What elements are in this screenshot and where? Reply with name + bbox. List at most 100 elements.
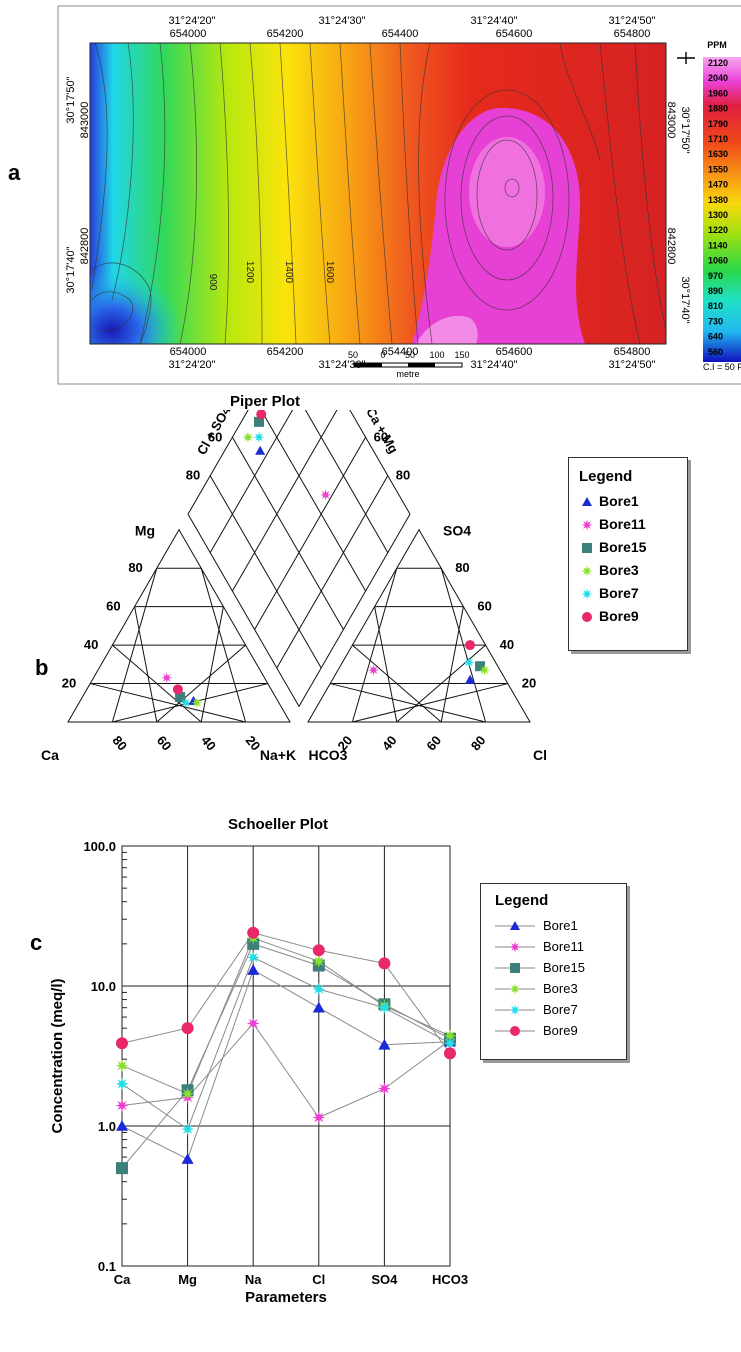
schoeller-plot: Ca Mg Na Cl SO4 HCO3 0.1 1.0 10.0 100.0 Parameters… (49, 839, 468, 1306)
colorbar-value-label: 1880 (708, 104, 728, 114)
colorbar-value-label: 1140 (708, 240, 728, 250)
piper-anion-point-bore7 (463, 656, 475, 668)
piper-grid-line (352, 644, 442, 723)
schoeller-series-line-bore9 (121, 932, 451, 1054)
map-scale-bar-segment (354, 363, 382, 367)
piper-tick-label: 40 (84, 637, 98, 652)
schoeller-point-bore9 (181, 1022, 194, 1035)
piper-tick-label: 40 (198, 733, 219, 754)
piper-axis-label-ca: Ca (41, 747, 59, 763)
map-bottom-degree-label: 31°24'50" (608, 359, 655, 371)
schoeller-legend-marker (509, 1004, 521, 1016)
map-bottom-easting-label: 654200 (267, 346, 304, 358)
map-scale-bar-segment (408, 363, 435, 367)
piper-grid-line (330, 683, 486, 723)
schoeller-point-bore7 (312, 982, 326, 996)
schoeller-point-bore1 (247, 964, 260, 975)
piper-grid-line (111, 568, 158, 723)
colorbar-value-label: 890 (708, 286, 723, 296)
piper-tick-label: 40 (500, 637, 514, 652)
piper-cation-point-bore7 (180, 697, 192, 709)
map-bottom-easting-label: 654000 (170, 346, 207, 358)
piper-legend-label: Bore11 (599, 516, 646, 532)
schoeller-legend-label: Bore1 (543, 918, 578, 933)
colorbar-title: PPM (707, 40, 727, 50)
piper-grid-line (440, 606, 464, 723)
piper-grid-line (260, 410, 367, 592)
piper-grid-line (209, 410, 294, 553)
map-top-easting-label: 654600 (496, 28, 533, 40)
schoeller-legend-label: Bore15 (543, 960, 585, 975)
piper-anion-point-bore3 (478, 664, 490, 676)
colorbar-value-label: 1960 (708, 88, 728, 98)
schoeller-plot-title: Schoeller Plot (228, 816, 329, 833)
piper-tick-label: 60 (374, 429, 388, 444)
schoeller-point-bore3 (181, 1087, 195, 1101)
map-left-degree-label: 30°17'50" (65, 76, 77, 123)
piper-grid-line (134, 606, 158, 723)
piper-anion-point-bore1 (465, 674, 476, 684)
schoeller-point-bore7 (246, 950, 260, 965)
schoeller-x-axis-label: Parameters (245, 1289, 327, 1306)
map-top-easting-label: 654000 (170, 28, 207, 40)
map-contour-interval: C.I = 50 PP (703, 362, 741, 372)
piper-axis-label-mg: Mg (135, 523, 155, 539)
piper-grid-line (374, 606, 398, 723)
schoeller-point-bore9 (444, 1047, 456, 1060)
schoeller-x-tick-label: HCO3 (432, 1272, 468, 1287)
schoeller-point-bore3 (312, 954, 326, 968)
map-bottom-easting-label: 654600 (496, 346, 533, 358)
schoeller-legend-label: Bore7 (543, 1002, 578, 1017)
map-top-degree-label: 31°24'20" (168, 15, 215, 27)
map-left-northing-label: 843000 (79, 102, 91, 139)
piper-grid-line (304, 410, 389, 553)
schoeller-point-bore9 (378, 957, 391, 970)
piper-cation-point-bore11 (161, 672, 173, 684)
piper-diamond-point-bore15 (254, 416, 265, 427)
piper-legend-marker (582, 543, 592, 553)
piper-legend-label: Bore15 (599, 539, 647, 555)
piper-grid-line (156, 644, 246, 723)
schoeller-point-bore1 (312, 1001, 325, 1013)
piper-anion-point-bore15 (475, 661, 486, 672)
map-bottom-easting-label: 654800 (614, 346, 651, 358)
piper-grid-line (90, 683, 246, 723)
schoeller-y-axis-label: Concentration (meq/l) (49, 978, 66, 1133)
colorbar-value-label: 1220 (708, 225, 728, 235)
colorbar-value-label: 1710 (708, 134, 728, 144)
piper-legend-label: Bore9 (599, 608, 639, 624)
piper-tick-label: 60 (208, 429, 222, 444)
map-scale-tick-label: 0 (380, 350, 385, 360)
schoeller-point-bore1 (181, 1153, 194, 1164)
schoeller-series-line-bore15 (121, 943, 451, 1169)
piper-tick-label: 60 (154, 733, 175, 754)
schoeller-y-tick-label: 0.1 (98, 1259, 116, 1274)
colorbar-value-label: 560 (708, 347, 723, 357)
schoeller-legend: Legend Bore1 Bore11 Bore15 Bore3 Bore7 Bore9 (480, 883, 627, 1060)
piper-legend-marker (582, 612, 592, 622)
schoeller-legend-marker (510, 1026, 520, 1036)
colorbar-value-label: 640 (708, 332, 723, 342)
piper-legend-marker (581, 519, 593, 531)
map-bottom-degree-label: 31°24'20" (168, 359, 215, 371)
piper-grid-line (351, 568, 398, 723)
colorbar-value-label: 730 (708, 316, 723, 326)
schoeller-series-line-bore11 (121, 1022, 451, 1119)
piper-axis-label-ca-mg: <=Ca + Mg (356, 410, 402, 456)
piper-diamond-point-bore11 (320, 489, 332, 501)
colorbar-value-label: 1380 (708, 195, 728, 205)
map-right-degree-label: 30°17'50" (679, 106, 691, 153)
map-scale-tick-label: 150 (454, 350, 469, 360)
map-scale-tick-label: 50 (405, 350, 415, 360)
colorbar-value-label: 2120 (708, 58, 728, 68)
schoeller-point-bore3 (443, 1029, 457, 1043)
schoeller-x-tick-label: Cl (312, 1272, 325, 1287)
map-right-northing-label: 842800 (665, 228, 677, 265)
piper-tick-label: 60 (477, 599, 491, 614)
map-top-degree-label: 31°24'50" (608, 15, 655, 27)
piper-tick-label: 60 (106, 599, 120, 614)
map-top-easting-label: 654200 (267, 28, 304, 40)
piper-diamond-point-bore3 (242, 431, 254, 443)
colorbar-value-label: 2040 (708, 73, 728, 83)
piper-grid-line (231, 410, 338, 592)
